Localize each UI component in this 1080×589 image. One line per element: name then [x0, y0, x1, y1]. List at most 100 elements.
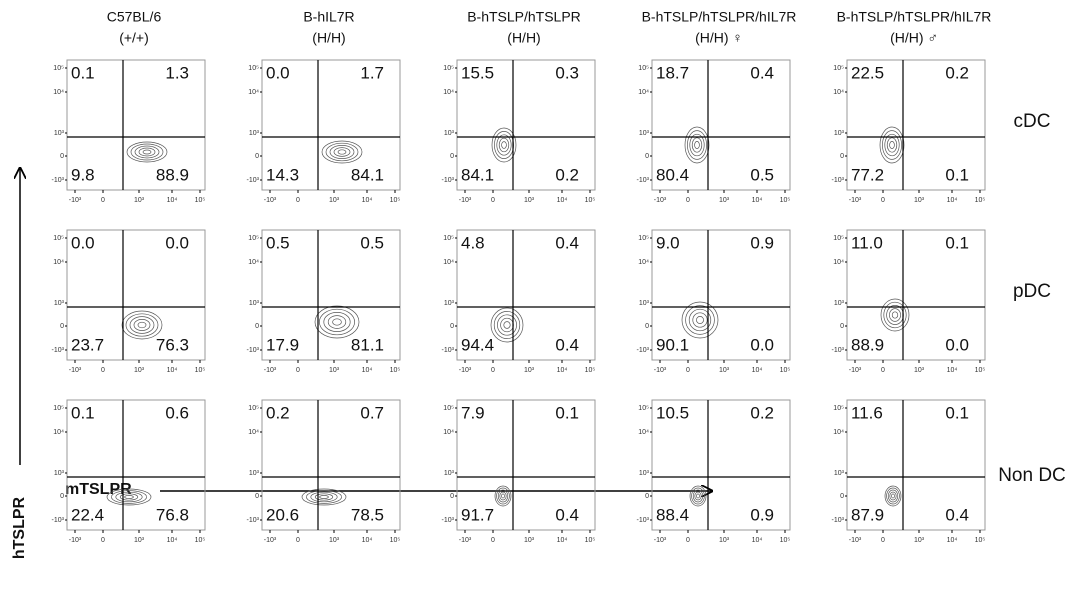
y-tick-label: -10³ — [832, 177, 845, 184]
quadrant-value: 0.0 — [71, 233, 95, 252]
contour — [879, 126, 905, 164]
y-tick-label: 10⁵ — [833, 65, 844, 72]
contour — [503, 321, 511, 329]
plot-frame — [456, 59, 596, 191]
y-tick-label: 10⁵ — [833, 405, 844, 412]
contour — [319, 495, 329, 499]
contour — [497, 314, 517, 336]
y-tick-label: 10⁵ — [638, 235, 649, 242]
contour — [883, 301, 907, 329]
contour — [306, 490, 342, 504]
y-tick-label: 10³ — [639, 300, 650, 307]
contour — [880, 298, 910, 332]
x-tick-label: 10³ — [134, 367, 145, 374]
quadrant-value: 10.5 — [656, 403, 689, 422]
y-tick-label: 10³ — [834, 300, 845, 307]
plot-frame — [456, 229, 596, 361]
y-tick-label: -10³ — [247, 517, 260, 524]
x-tick-label: 0 — [101, 197, 105, 204]
y-tick-label: 0 — [840, 153, 844, 160]
contour — [121, 310, 163, 340]
quadrant-value: 0.9 — [750, 505, 774, 524]
x-tick-label: -10³ — [849, 197, 862, 204]
y-tick-label: 0 — [450, 323, 454, 330]
contour — [882, 130, 902, 160]
contour — [119, 493, 139, 501]
contour — [332, 318, 342, 326]
y-tick-label: 0 — [840, 323, 844, 330]
quadrant-value: 0.5 — [266, 233, 290, 252]
x-tick-label: -10³ — [849, 367, 862, 374]
x-tick-label: 0 — [881, 537, 885, 544]
y-tick-label: 0 — [255, 323, 259, 330]
y-tick-label: 10³ — [444, 130, 455, 137]
quadrant-value: 76.3 — [156, 335, 189, 354]
quadrant-value: 17.9 — [266, 335, 299, 354]
y-tick-label: 10³ — [249, 300, 260, 307]
y-tick-label: 10³ — [249, 470, 260, 477]
quadrant-value: 78.5 — [351, 505, 384, 524]
contour — [498, 137, 510, 153]
x-tick-label: 10⁵ — [195, 197, 206, 204]
y-tick-label: 10⁴ — [443, 259, 454, 266]
x-tick-label: 10⁴ — [167, 537, 178, 544]
quadrant-value: 0.4 — [555, 233, 579, 252]
y-tick-label: 0 — [450, 153, 454, 160]
contour — [124, 495, 134, 499]
x-tick-label: 10³ — [914, 367, 925, 374]
y-tick-label: 10⁴ — [248, 89, 259, 96]
y-tick-label: -10³ — [247, 177, 260, 184]
x-tick-label: 10⁵ — [975, 197, 986, 204]
y-tick-label: 10⁵ — [443, 235, 454, 242]
contour — [126, 141, 168, 163]
x-tick-label: 10⁴ — [362, 367, 373, 374]
quadrant-value: 0.2 — [555, 165, 579, 184]
contour — [886, 487, 900, 505]
quadrant-value: 77.2 — [851, 165, 884, 184]
x-tick-label: 10⁵ — [195, 367, 206, 374]
x-tick-label: 10⁴ — [167, 197, 178, 204]
contour — [681, 301, 719, 339]
x-tick-label: 10⁵ — [390, 197, 401, 204]
contour — [688, 308, 712, 332]
x-tick-label: 10³ — [329, 197, 340, 204]
x-tick-label: 10⁵ — [585, 537, 596, 544]
x-tick-label: -10³ — [69, 537, 82, 544]
plot-frame — [261, 59, 401, 191]
contour — [137, 321, 147, 329]
quadrant-value: 0.0 — [750, 335, 774, 354]
contour — [329, 145, 355, 159]
contour — [496, 487, 510, 505]
quadrant-value: 80.4 — [656, 165, 689, 184]
contour — [142, 149, 152, 155]
contour — [891, 493, 895, 499]
x-tick-label: 0 — [686, 367, 690, 374]
x-tick-label: 10⁵ — [195, 537, 206, 544]
y-tick-label: 10³ — [444, 300, 455, 307]
row-label: cDC — [1014, 111, 1051, 132]
row-label: pDC — [1013, 281, 1051, 302]
contour — [684, 126, 710, 164]
y-tick-label: 10⁵ — [833, 235, 844, 242]
contour — [884, 485, 902, 507]
plot-frame — [456, 399, 596, 531]
x-axis-label: mTSLPR — [65, 481, 132, 498]
x-tick-label: 10⁵ — [585, 367, 596, 374]
contour — [325, 142, 359, 162]
quadrant-value: 0.3 — [555, 63, 579, 82]
y-tick-label: -10³ — [637, 347, 650, 354]
y-tick-label: 10⁵ — [53, 235, 64, 242]
x-tick-label: 10⁴ — [557, 197, 568, 204]
y-tick-label: 10³ — [834, 130, 845, 137]
x-tick-label: 10⁵ — [390, 367, 401, 374]
x-tick-label: 10³ — [329, 367, 340, 374]
quadrant-value: 0.0 — [945, 335, 969, 354]
quadrant-value: 0.5 — [360, 233, 384, 252]
column-header: B-hIL7R — [303, 9, 354, 25]
contour — [493, 311, 521, 339]
plot-frame — [66, 229, 206, 361]
contour — [125, 313, 159, 337]
y-tick-label: 10⁴ — [638, 429, 649, 436]
quadrant-value: 15.5 — [461, 63, 494, 82]
y-tick-label: -10³ — [247, 347, 260, 354]
